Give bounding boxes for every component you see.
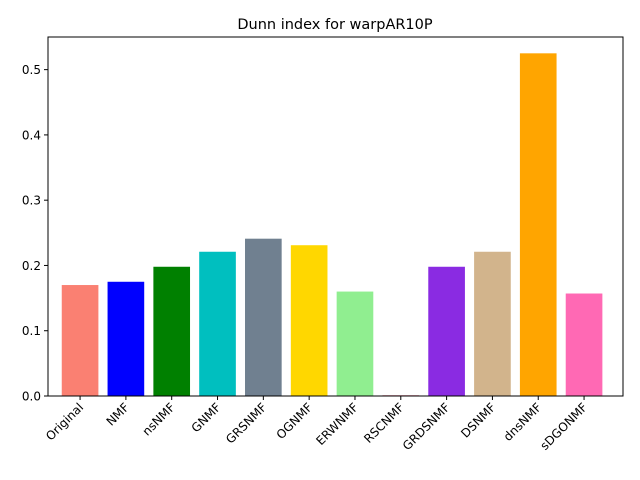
y-tick-label: 0.5 (22, 63, 41, 77)
bar-ognmf (290, 245, 328, 396)
bar-grdsnmf (428, 266, 465, 396)
bar-erwnmf (336, 291, 374, 396)
x-tick-label-original: Original (43, 400, 86, 443)
x-tick-label-sdgonmf: sDGONMF (538, 400, 591, 453)
x-tick-label-nmf: NMF (104, 400, 133, 429)
bar-grsnmf (245, 238, 282, 396)
bar-sdgonmf (565, 293, 603, 396)
chart-title: Dunn index for warpAR10P (237, 17, 433, 33)
y-tick-label: 0.0 (22, 390, 41, 404)
x-tick-label-ognmf: OGNMF (274, 400, 316, 442)
x-tick-label-dsnmf: DSNMF (458, 400, 498, 440)
x-tick-label-erwnmf: ERWNMF (313, 400, 361, 448)
bar-original (61, 285, 99, 396)
axes-frame (47, 36, 624, 397)
x-tick-label-gnmf: GNMF (189, 400, 224, 435)
y-tick-label: 0.4 (22, 128, 41, 142)
bar-nsnmf (153, 266, 191, 396)
y-tick-label: 0.1 (22, 324, 41, 338)
x-tick-label-dnsnmf: dnsNMF (501, 400, 545, 444)
x-tick-label-grdsnmf: GRDSNMF (400, 400, 453, 453)
x-tick-label-rscnmf: RSCNMF (361, 400, 407, 446)
bar-dsnmf (474, 251, 511, 396)
bar-gnmf (199, 251, 236, 396)
x-tick-label-grsnmf: GRSNMF (223, 400, 269, 446)
bar-dnsnmf (519, 53, 557, 396)
x-tick-label-nsnmf: nsNMF (140, 400, 178, 438)
y-tick-label: 0.2 (22, 259, 41, 273)
bar-nmf (107, 281, 145, 396)
y-tick-label: 0.3 (22, 194, 41, 208)
